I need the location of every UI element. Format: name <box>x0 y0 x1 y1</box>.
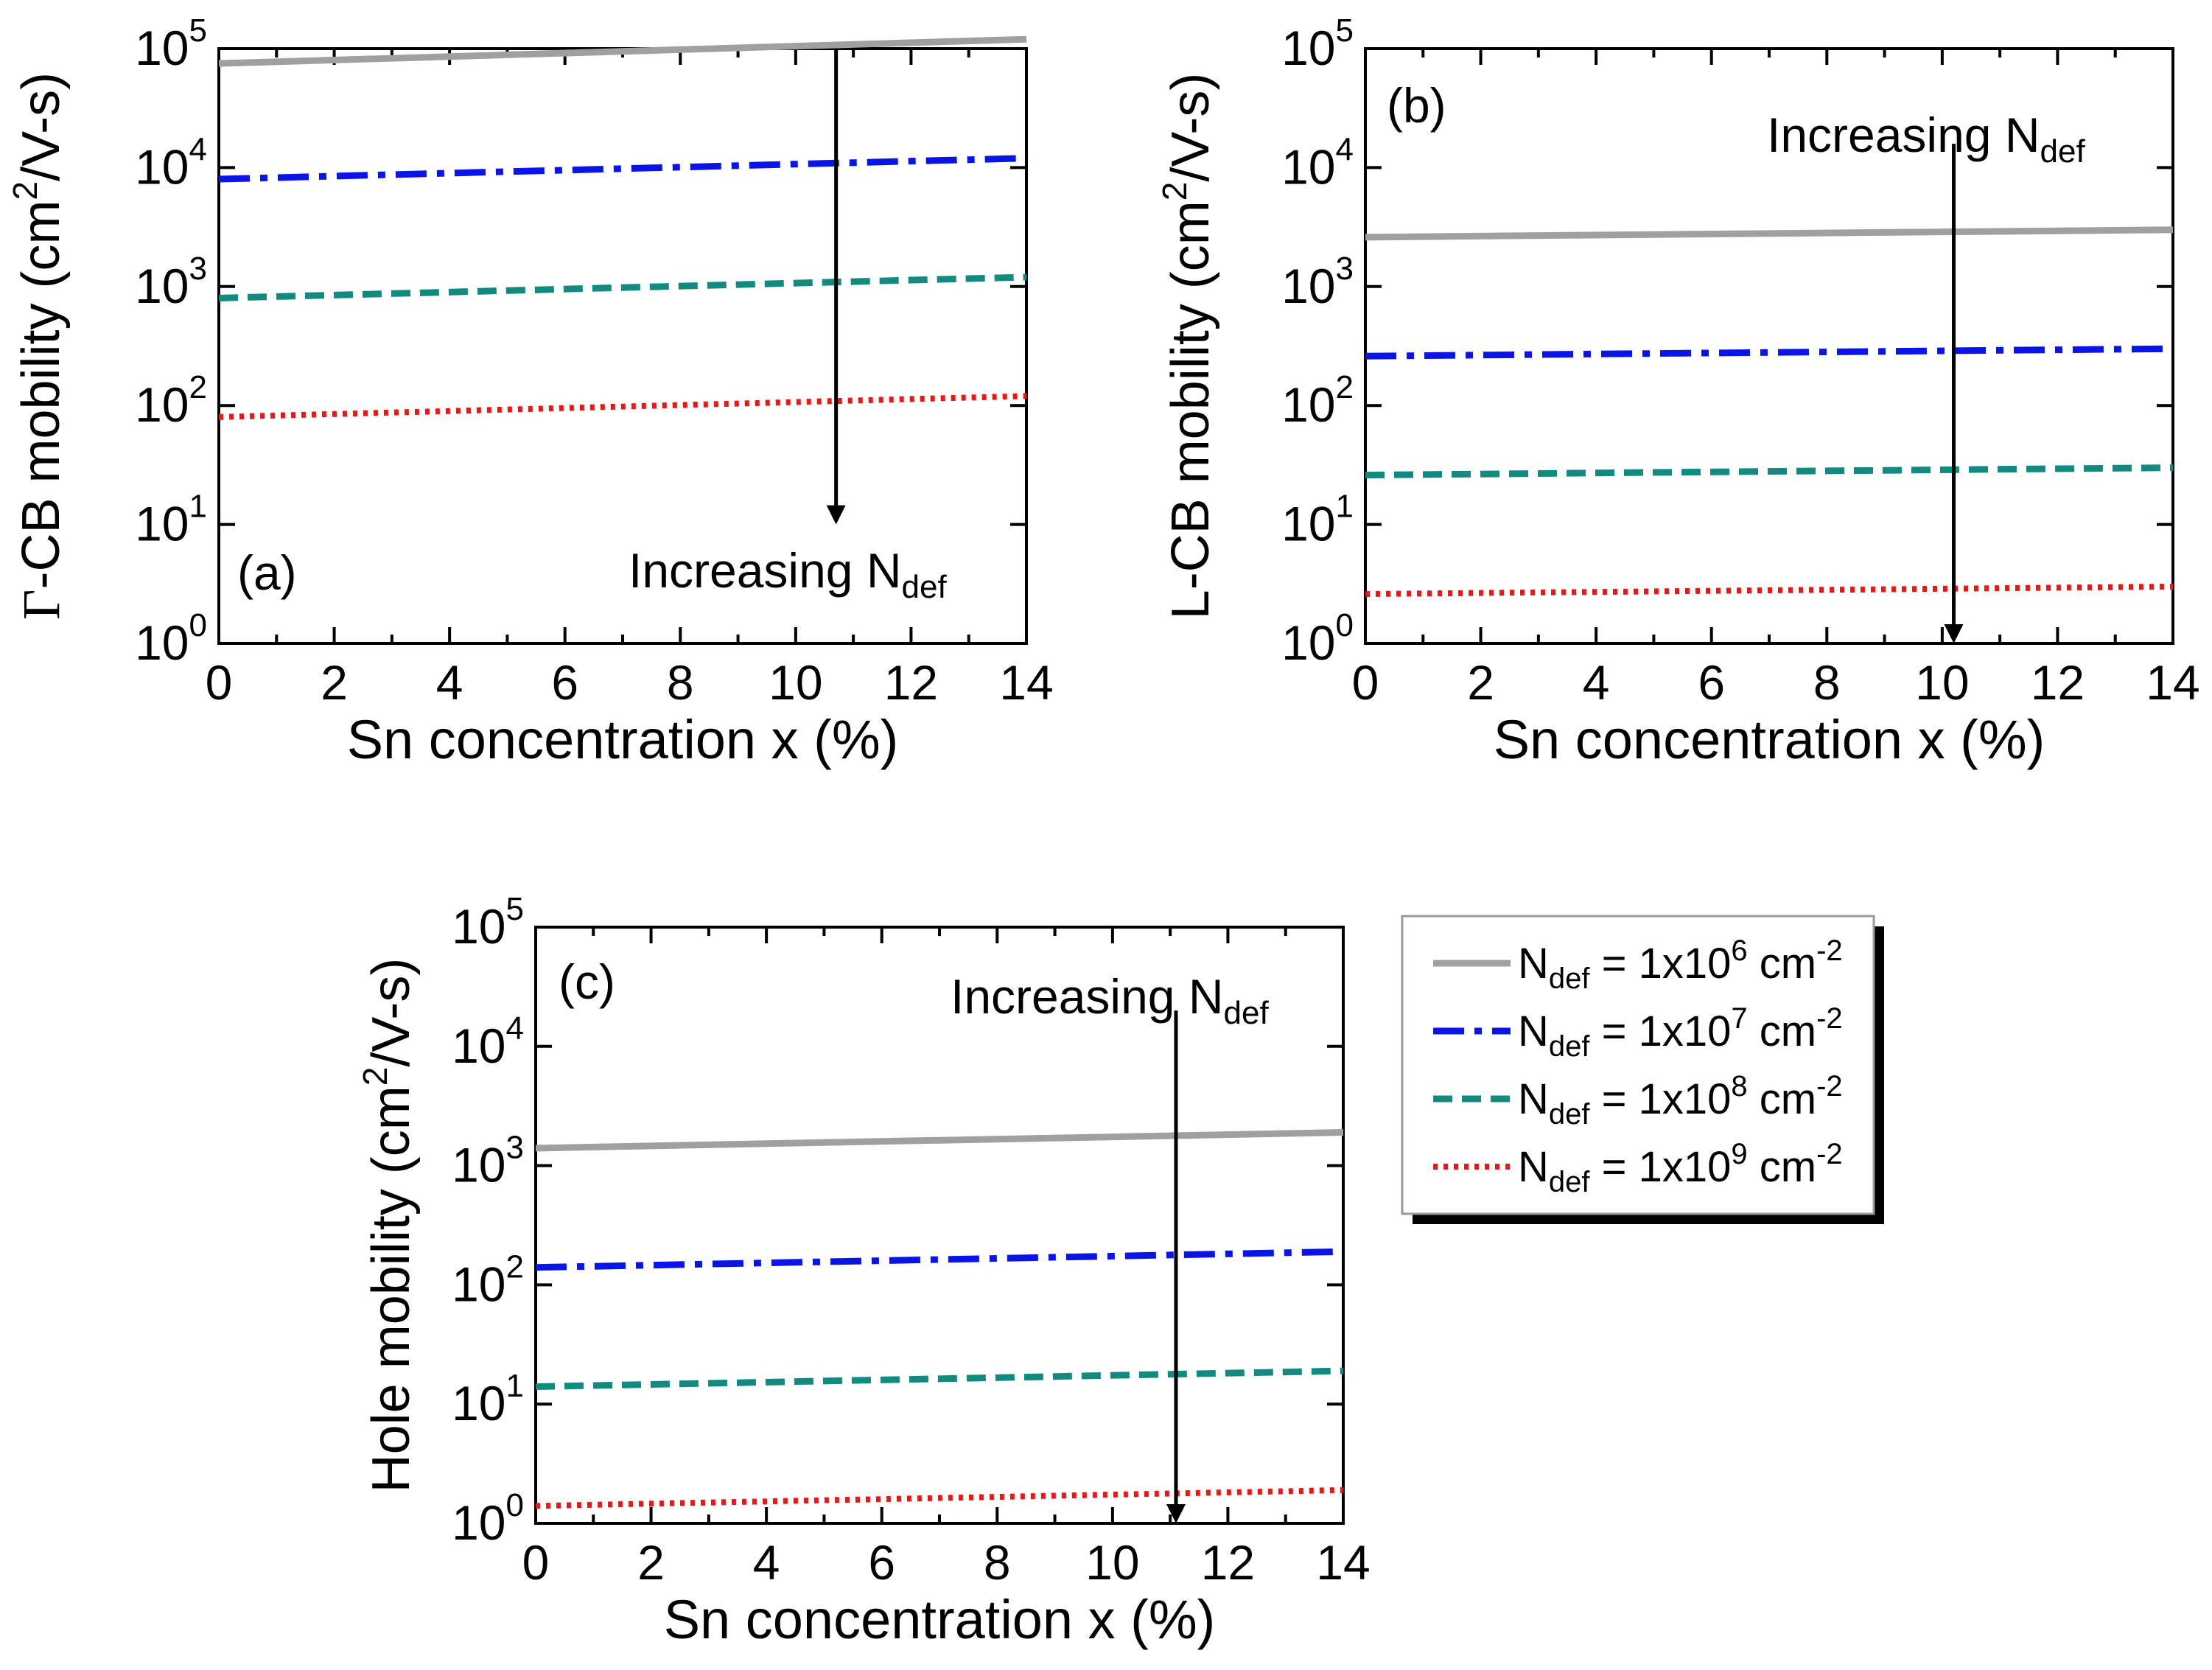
y-tick-label: 103 <box>452 1130 524 1192</box>
x-tick-label: 10 <box>1915 655 1969 710</box>
x-tick-label: 14 <box>2146 655 2199 710</box>
panel-label: (a) <box>237 545 297 600</box>
legend-label-4: Ndef = 1x109 cm-2 <box>1518 1138 1843 1198</box>
x-tick-label: 8 <box>1813 655 1841 710</box>
annotation-text: Increasing Ndef <box>1767 108 2085 170</box>
x-tick-label: 8 <box>984 1535 1011 1590</box>
chart-panel-a: 0 2 4 6 8 10 12 14 100 101 102 103 104 105 Sn concentr… <box>6 13 1054 770</box>
x-tick-label: 4 <box>753 1535 780 1590</box>
x-tick-label: 14 <box>1316 1535 1370 1590</box>
y-tick-label: 102 <box>1281 369 1354 432</box>
x-tick-label: 6 <box>868 1535 895 1590</box>
annotation-text: Increasing Ndef <box>951 969 1269 1031</box>
x-tick-label: 6 <box>1698 655 1725 710</box>
series-line-3 <box>1365 464 2174 479</box>
x-tick-label: 10 <box>1085 1535 1139 1590</box>
y-tick-label: 101 <box>452 1368 524 1430</box>
series-line-4 <box>218 393 1027 420</box>
y-tick-label: 100 <box>135 607 207 670</box>
y-tick-label: 102 <box>135 369 207 432</box>
series-line-3 <box>535 1367 1344 1391</box>
y-axis-label: Hole mobility (cm2/V-s) <box>356 958 421 1493</box>
legend-label-3: Ndef = 1x108 cm-2 <box>1518 1070 1843 1131</box>
x-tick-label: 4 <box>436 655 463 710</box>
y-tick-label: 105 <box>135 13 207 75</box>
y-tick-label: 101 <box>135 489 207 551</box>
x-tick-label: 0 <box>206 655 233 710</box>
series-line-2 <box>535 1248 1344 1271</box>
x-tick-label: 2 <box>1467 655 1494 710</box>
series-line-1 <box>1365 226 2174 241</box>
x-axis-label: Sn concentration x (%) <box>347 709 899 770</box>
series-line-1 <box>218 35 1027 67</box>
series-line-1 <box>535 1129 1344 1152</box>
annotation-arrow-head <box>1944 624 1964 643</box>
x-tick-label: 8 <box>667 655 694 710</box>
series-line-4 <box>535 1486 1344 1509</box>
y-axis-label: L-CB mobility (cm2/V-s) <box>1155 73 1220 620</box>
y-tick-label: 101 <box>1281 489 1354 551</box>
y-tick-label: 104 <box>135 131 207 194</box>
x-tick-label: 6 <box>551 655 578 710</box>
y-tick-label: 103 <box>1281 251 1354 313</box>
x-tick-label: 0 <box>522 1535 550 1590</box>
legend: Ndef = 1x106 cm-2 Ndef = 1x107 cm-2 Ndef =… <box>1401 915 1884 1224</box>
y-tick-label: 105 <box>1281 13 1354 75</box>
x-axis-label: Sn concentration x (%) <box>1494 709 2045 770</box>
chart-panel-b: 0 2 4 6 8 10 12 14 100 101 102 103 104 105 Sn concentr… <box>1155 13 2200 770</box>
x-tick-label: 2 <box>321 655 348 710</box>
annotation-text: Increasing Ndef <box>629 543 947 605</box>
y-tick-label: 103 <box>135 251 207 313</box>
x-axis-label: Sn concentration x (%) <box>664 1589 1216 1650</box>
x-tick-label: 2 <box>637 1535 665 1590</box>
y-tick-label: 105 <box>452 891 524 954</box>
y-tick-label: 100 <box>1281 607 1354 670</box>
chart-panel-c: 0 2 4 6 8 10 12 14 100 101 102 103 104 105 Sn concentr… <box>356 891 1371 1650</box>
series-line-2 <box>218 155 1027 183</box>
x-tick-label: 14 <box>999 655 1053 710</box>
annotation-arrow-head <box>826 505 846 525</box>
x-tick-label: 12 <box>2031 655 2085 710</box>
series-line-3 <box>218 273 1027 301</box>
y-tick-label: 100 <box>452 1487 524 1550</box>
y-axis-label: Γ-CB mobility (cm2/V-s) <box>6 72 71 620</box>
y-tick-label: 104 <box>452 1010 524 1073</box>
panel-label: (b) <box>1387 78 1446 133</box>
x-tick-label: 12 <box>1201 1535 1255 1590</box>
panel-label: (c) <box>559 954 615 1009</box>
legend-label-1: Ndef = 1x106 cm-2 <box>1518 934 1843 995</box>
x-tick-label: 0 <box>1352 655 1379 710</box>
x-tick-label: 4 <box>1583 655 1610 710</box>
plot-frame <box>217 47 1028 645</box>
series-line-2 <box>1365 345 2174 360</box>
legend-label-2: Ndef = 1x107 cm-2 <box>1518 1002 1843 1063</box>
series-line-4 <box>1365 583 2174 598</box>
annotation-arrow-head <box>1166 1504 1186 1523</box>
x-tick-label: 12 <box>884 655 938 710</box>
y-tick-label: 102 <box>452 1248 524 1311</box>
x-tick-label: 10 <box>769 655 822 710</box>
y-tick-label: 104 <box>1281 131 1354 194</box>
